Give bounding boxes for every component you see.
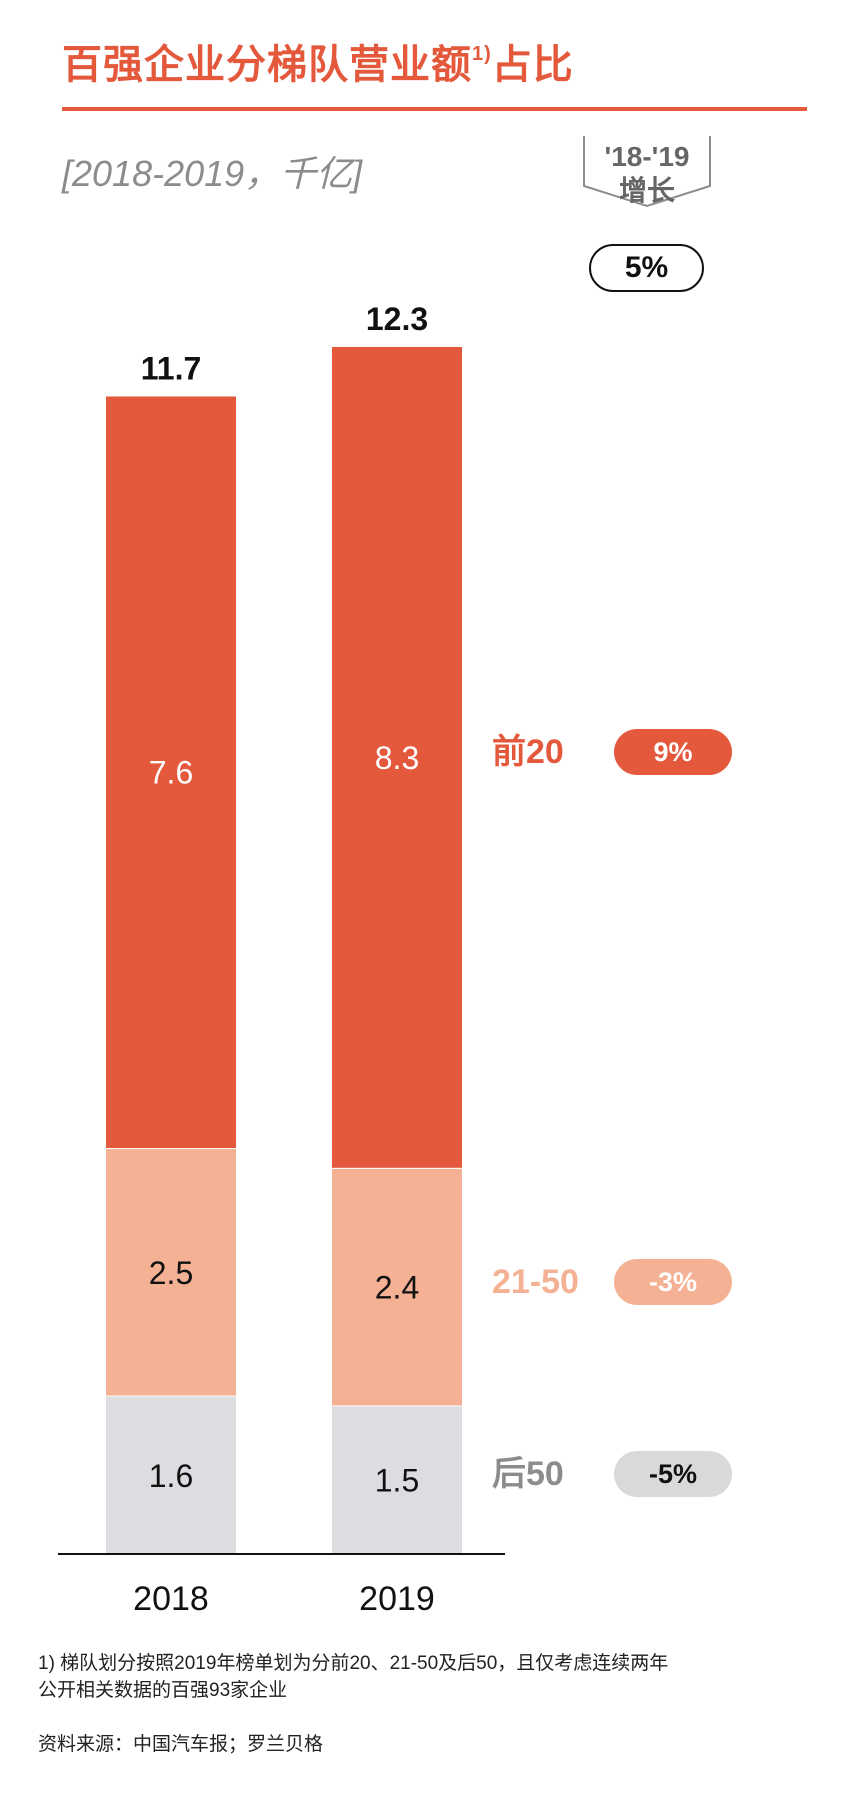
growth-header-chevron-icon bbox=[583, 136, 711, 208]
title-footnote-marker: 1) bbox=[472, 42, 492, 65]
growth-header-label: 增长 bbox=[618, 175, 675, 206]
growth-header: '18-'19 增长 bbox=[578, 134, 716, 208]
growth-header-period: '18-'19 bbox=[604, 141, 690, 172]
chart-subtitle: [2018-2019，千亿] bbox=[62, 153, 363, 194]
footnote-line-2: 公开相关数据的百强93家企业 bbox=[38, 1680, 288, 1701]
growth-pill-21-50: -3% bbox=[614, 1259, 732, 1305]
bar-2019-21-50 bbox=[332, 1168, 462, 1406]
bar-2018-21-50 bbox=[106, 1149, 236, 1396]
title-rule bbox=[62, 107, 807, 111]
value-label-2019-bottom50: 1.5 bbox=[375, 1463, 419, 1499]
footnote-line-1: 1) 梯队划分按照2019年榜单划为分前20、21-50及后50，且仅考虑连续两… bbox=[38, 1653, 669, 1674]
total-label-2018: 11.7 bbox=[141, 350, 202, 386]
source-note: 资料来源：中国汽车报；罗兰贝格 bbox=[38, 1734, 324, 1755]
series-label-top20: 前20 bbox=[492, 733, 564, 771]
total-label-2019: 12.3 bbox=[366, 301, 428, 337]
bar-2018-bottom50 bbox=[106, 1395, 236, 1554]
value-label-2018-top20: 7.6 bbox=[149, 755, 193, 791]
x-tick-label-2019: 2019 bbox=[359, 1580, 435, 1618]
series-label-21-50: 21-50 bbox=[492, 1263, 579, 1301]
bar-2019-bottom50 bbox=[332, 1405, 462, 1554]
bar-2018-top20 bbox=[106, 396, 236, 1148]
total-growth-pill: 5% bbox=[589, 244, 704, 292]
growth-pill-top20: 9% bbox=[614, 729, 732, 775]
x-tick-label-2018: 2018 bbox=[133, 1580, 209, 1618]
value-label-2019-top20: 8.3 bbox=[375, 740, 419, 776]
bar-2019-top20 bbox=[332, 346, 462, 1168]
value-label-2019-21-50: 2.4 bbox=[375, 1270, 419, 1306]
series-label-bottom50: 后50 bbox=[492, 1455, 564, 1493]
page-title: 百强企业分梯队营业额1)占比 bbox=[62, 42, 574, 87]
value-label-2018-21-50: 2.5 bbox=[149, 1255, 193, 1291]
value-label-2018-bottom50: 1.6 bbox=[149, 1458, 193, 1494]
footnote: 1) 梯队划分按照2019年榜单划为分前20、21-50及后50，且仅考虑连续两… bbox=[38, 1650, 668, 1704]
stacked-bar-chart: 1.6 2.5 7.6 11.7 2018 1.5 2.4 8.3 12.3 2019 bbox=[58, 301, 505, 1618]
growth-pill-bottom50: -5% bbox=[614, 1451, 732, 1497]
